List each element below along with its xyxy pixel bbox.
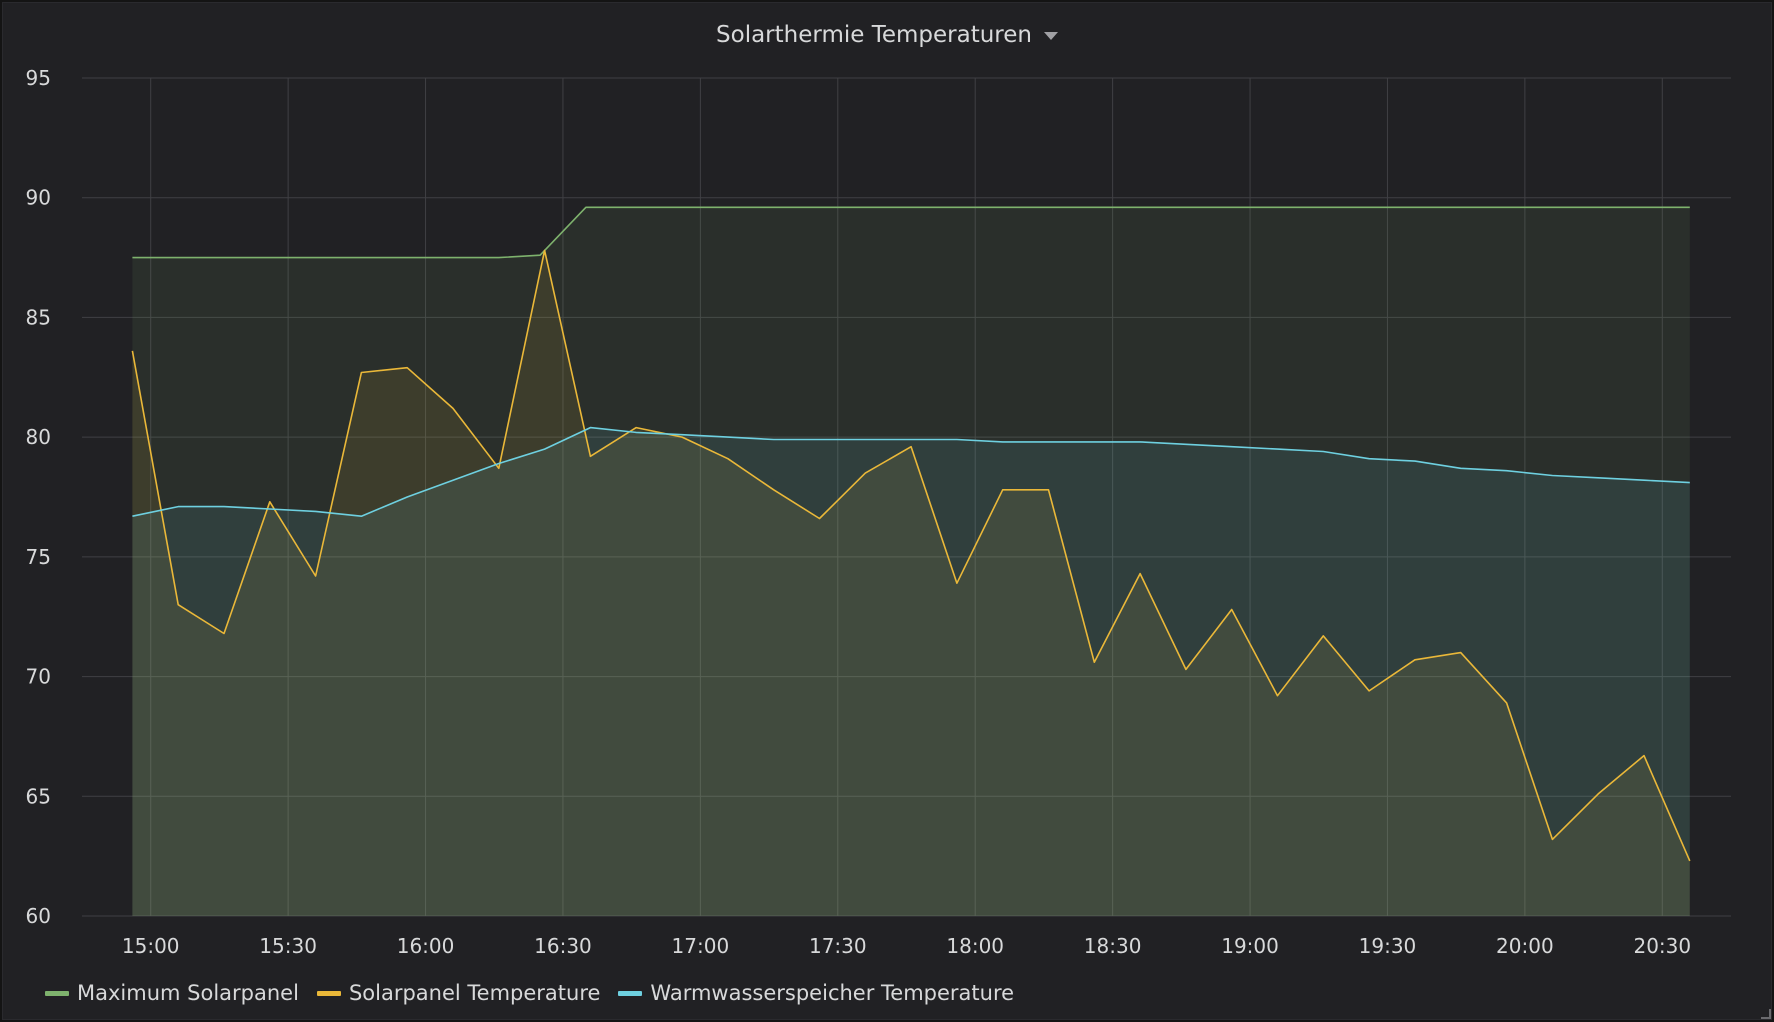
y-tick-label: 75 [26, 545, 51, 569]
y-tick-label: 60 [26, 904, 51, 928]
legend-item-solarpanel-temperature[interactable]: Solarpanel Temperature [316, 981, 601, 1005]
legend-item-warmwasserspeicher-temperature[interactable]: Warmwasserspeicher Temperature [618, 981, 1014, 1005]
series-line-0 [132, 206, 1690, 259]
series-area-2 [132, 427, 1690, 916]
legend-swatch [45, 990, 69, 996]
series-line-1 [131, 249, 1691, 862]
legend-swatch [618, 990, 643, 996]
x-tick-label: 17:30 [809, 934, 867, 958]
x-tick-label: 16:30 [534, 934, 592, 958]
x-tick-label: 18:30 [1084, 934, 1142, 958]
panel-title: Solarthermie Temperaturen [716, 22, 1032, 48]
legend-swatch [316, 990, 341, 996]
legend-label: Maximum Solarpanel [77, 981, 299, 1005]
panel-resize-handle[interactable] [1761, 1009, 1771, 1019]
x-tick-label: 16:00 [397, 934, 455, 958]
y-tick-label: 85 [26, 305, 51, 329]
x-tick-label: 20:00 [1496, 934, 1554, 958]
legend-item-maximum-solarpanel[interactable]: Maximum Solarpanel [45, 981, 299, 1005]
x-tick-label: 19:30 [1359, 934, 1417, 958]
legend-label: Solarpanel Temperature [348, 981, 601, 1005]
y-tick-label: 80 [26, 425, 51, 449]
y-tick-label: 70 [26, 665, 51, 689]
y-tick-label: 95 [26, 66, 51, 90]
y-tick-label: 90 [26, 186, 51, 210]
x-tick-label: 20:30 [1633, 934, 1691, 958]
series-area-0 [132, 207, 1690, 917]
x-tick-label: 18:00 [946, 934, 1004, 958]
y-tick-label: 65 [26, 784, 51, 808]
caret-down-icon[interactable] [1043, 32, 1058, 40]
panel-title-menu[interactable]: Solarthermie Temperaturen [3, 17, 1771, 53]
legend: Maximum Solarpanel Solarpanel Temperatur… [45, 981, 1014, 1005]
time-series-chart[interactable]: 60 65 70 75 80 85 90 95 15:00 15:30 16:00 16:30 17:0… [3, 3, 1771, 1019]
x-tick-label: 17:00 [672, 934, 730, 958]
x-tick-label: 19:00 [1221, 934, 1279, 958]
series-line-2 [132, 426, 1690, 518]
series-area-1 [132, 250, 1690, 916]
legend-label: Warmwasserspeicher Temperature [650, 981, 1015, 1005]
x-tick-label: 15:30 [259, 934, 317, 958]
x-tick-label: 15:00 [122, 934, 180, 958]
